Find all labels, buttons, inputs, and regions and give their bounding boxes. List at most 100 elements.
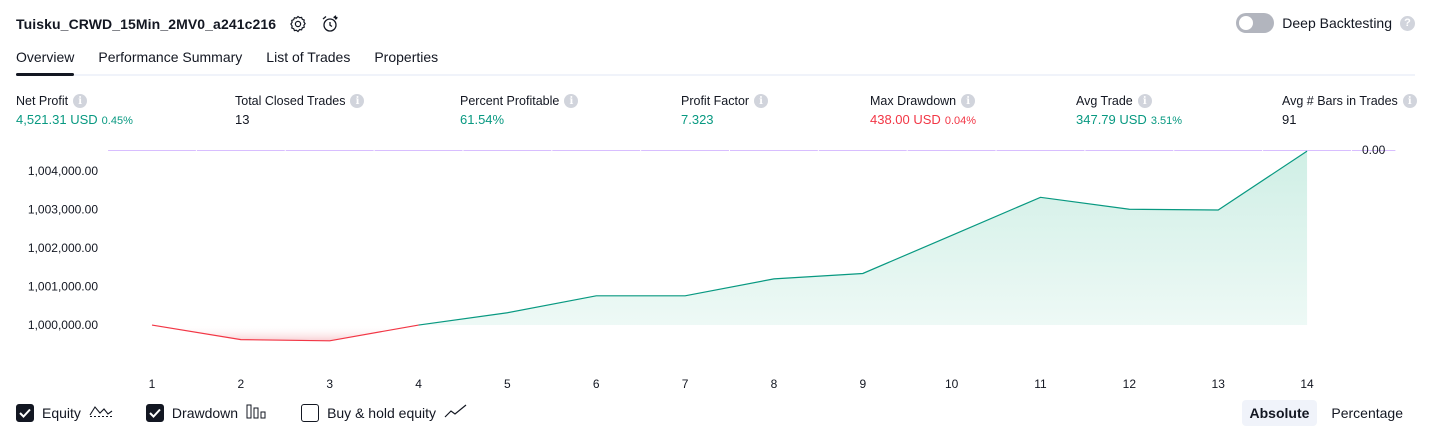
- info-icon[interactable]: i: [73, 94, 88, 108]
- info-icon[interactable]: i: [1402, 94, 1417, 108]
- x-axis-tick-label: 3: [326, 377, 333, 391]
- metric-label: Percent Profitable: [460, 94, 560, 108]
- left-axis-tick-label: 1,000,000.00: [28, 318, 98, 332]
- buy-hold-line-icon: [444, 403, 468, 422]
- info-icon[interactable]: i: [754, 94, 769, 108]
- metric-value: 7.323: [681, 112, 714, 127]
- drawdown-bar: [108, 150, 196, 151]
- equity-line-icon: [89, 403, 113, 422]
- metric-net-profit: Net Profit i 4,521.31 USD 0.45%: [16, 94, 133, 127]
- x-axis-tick-label: 11: [1034, 377, 1047, 391]
- x-axis-tick-label: 4: [415, 377, 422, 391]
- x-axis-tick-label: 5: [504, 377, 511, 391]
- drawdown-bar: [1085, 150, 1174, 151]
- drawdown-bar: [196, 150, 285, 151]
- x-axis-tick-label: 14: [1300, 377, 1314, 391]
- legend-label: Drawdown: [171, 404, 239, 421]
- buy-hold-checkbox[interactable]: [301, 403, 320, 422]
- metric-max-drawdown: Max Drawdown i 438.00 USD 0.04%: [870, 94, 976, 127]
- drawdown-bar: [552, 150, 641, 151]
- metric-value: 91: [1282, 112, 1297, 127]
- drawdown-bar: [641, 150, 729, 151]
- metric-percent: 0.45%: [101, 115, 133, 127]
- metric-label: Avg Trade: [1076, 94, 1133, 108]
- legend-label: Equity: [42, 404, 81, 421]
- metric-avg-bars-in-trades: Avg # Bars in Trades i 91: [1282, 94, 1417, 127]
- equity-line-negative: [151, 324, 419, 342]
- metric-value: 438.00 USD: [870, 112, 941, 127]
- deep-backtesting-label: Deep Backtesting: [1282, 15, 1392, 31]
- deep-backtesting-toggle[interactable]: [1236, 13, 1275, 33]
- drawdown-bar: [1174, 150, 1263, 151]
- info-icon[interactable]: i: [350, 94, 365, 108]
- drawdown-bar: [463, 150, 552, 151]
- metric-value: 4,521.31 USD: [16, 112, 98, 127]
- metric-value: 61.54%: [460, 112, 505, 127]
- tab-properties[interactable]: Properties: [374, 49, 439, 65]
- metric-label: Net Profit: [16, 94, 69, 108]
- x-axis-tick-label: 8: [771, 377, 778, 391]
- left-axis-tick-label: 1,002,000.00: [28, 241, 98, 255]
- drawdown-bar: [285, 150, 374, 151]
- x-axis-tick-label: 10: [945, 377, 959, 391]
- metric-label: Max Drawdown: [870, 94, 957, 108]
- x-axis-tick-label: 6: [593, 377, 600, 391]
- x-axis-tick-label: 12: [1123, 377, 1137, 391]
- x-axis-tick-label: 9: [859, 377, 866, 391]
- legend-label: Buy & hold equity: [327, 404, 437, 421]
- scale-mode-switch: Absolute Percentage: [1241, 400, 1412, 426]
- metric-total-closed-trades: Total Closed Trades i 13: [235, 94, 365, 127]
- left-axis-tick-label: 1,001,000.00: [28, 280, 98, 294]
- equity-checkbox[interactable]: [16, 403, 34, 422]
- drawdown-bar: [907, 150, 996, 151]
- chart-legend: Equity Drawdown Buy & hold equity: [16, 403, 501, 422]
- left-axis-tick-label: 1,003,000.00: [28, 203, 98, 217]
- tab-list-of-trades[interactable]: List of Trades: [266, 49, 351, 65]
- metric-percent: 3.51%: [1150, 115, 1183, 127]
- info-icon[interactable]: i: [961, 94, 976, 108]
- legend-drawdown[interactable]: Drawdown: [145, 403, 268, 422]
- help-icon[interactable]: ?: [1400, 15, 1415, 31]
- equity-area-positive: [418, 151, 1308, 326]
- metric-label: Total Closed Trades: [235, 94, 346, 108]
- metric-percent-profitable: Percent Profitable i 61.54%: [460, 94, 579, 127]
- info-icon[interactable]: i: [564, 94, 579, 108]
- metric-percent: 0.04%: [944, 115, 977, 127]
- metric-avg-trade: Avg Trade i 347.79 USD 3.51%: [1076, 94, 1182, 127]
- x-axis-tick-label: 13: [1212, 377, 1226, 391]
- absolute-button[interactable]: Absolute: [1241, 400, 1318, 426]
- drawdown-bar: [818, 150, 907, 151]
- equity-drawdown-chart[interactable]: 1,000,000.00 1,001,000.00 1,002,000.00 1,00…: [0, 140, 1431, 395]
- drawdown-bar: [374, 150, 463, 151]
- left-axis-tick-label: 1,004,000.00: [28, 164, 98, 178]
- x-axis-tick-label: 7: [682, 377, 689, 391]
- legend-buy-hold-equity[interactable]: Buy & hold equity: [301, 403, 468, 422]
- metric-profit-factor: Profit Factor i 7.323: [681, 94, 769, 127]
- equity-line-positive: [418, 150, 1308, 326]
- drawdown-bar: [730, 150, 818, 151]
- percentage-button[interactable]: Percentage: [1331, 405, 1403, 421]
- drawdown-bar: [996, 150, 1085, 151]
- drawdown-bar: [1263, 150, 1351, 151]
- legend-equity[interactable]: Equity: [16, 403, 113, 422]
- tab-performance-summary[interactable]: Performance Summary: [98, 49, 243, 65]
- drawdown-bar: [1351, 150, 1396, 151]
- x-axis-tick-label: 1: [149, 377, 156, 391]
- strategy-title: Tuisku_CRWD_15Min_2MV0_a241c216: [16, 16, 277, 32]
- drawdown-checkbox[interactable]: [145, 403, 164, 422]
- deep-backtesting-control: Deep Backtesting ?: [1236, 13, 1415, 33]
- right-axis-tick-label: 0.00: [1362, 143, 1386, 157]
- add-alert-icon[interactable]: [320, 14, 340, 34]
- strategy-header: Tuisku_CRWD_15Min_2MV0_a241c216 Deep Bac…: [16, 12, 1415, 36]
- settings-icon[interactable]: [288, 14, 308, 34]
- metric-label: Avg # Bars in Trades: [1282, 94, 1398, 108]
- drawdown-bars-icon: [246, 403, 268, 422]
- x-axis-tick-label: 2: [238, 377, 245, 391]
- tab-overview[interactable]: Overview: [16, 48, 75, 76]
- info-icon[interactable]: i: [1137, 94, 1152, 108]
- metric-value: 13: [235, 112, 250, 127]
- equity-area-negative: [152, 325, 419, 341]
- metric-value: 347.79 USD: [1076, 112, 1147, 127]
- tab-bar: Overview Performance Summary List of Tra…: [16, 48, 1415, 76]
- metric-label: Profit Factor: [681, 94, 750, 108]
